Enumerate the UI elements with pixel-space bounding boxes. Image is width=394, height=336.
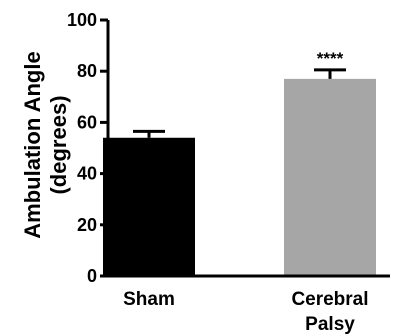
x-category-label: Palsy xyxy=(305,314,355,335)
y-tick-label: 100 xyxy=(67,10,97,30)
y-tick-label: 40 xyxy=(77,164,97,184)
bar xyxy=(103,137,195,276)
y-tick-label: 60 xyxy=(77,112,97,132)
y-axis-title: Ambulation Angle (degrees) xyxy=(20,51,71,238)
plot-area: **** 0 20 40 60 80 100 Sham Cerebral Palsy xyxy=(67,10,390,335)
y-axis-title-line2: (degrees) xyxy=(46,95,71,194)
bar xyxy=(284,78,376,276)
y-axis-title-line1: Ambulation Angle xyxy=(20,51,45,238)
significance-label: **** xyxy=(317,49,344,68)
y-tick-label: 80 xyxy=(77,61,97,81)
x-category-label: Sham xyxy=(123,289,175,310)
y-tick-label: 0 xyxy=(87,266,97,286)
y-tick-label: 20 xyxy=(77,215,97,235)
x-category-label: Cerebral xyxy=(291,289,368,310)
